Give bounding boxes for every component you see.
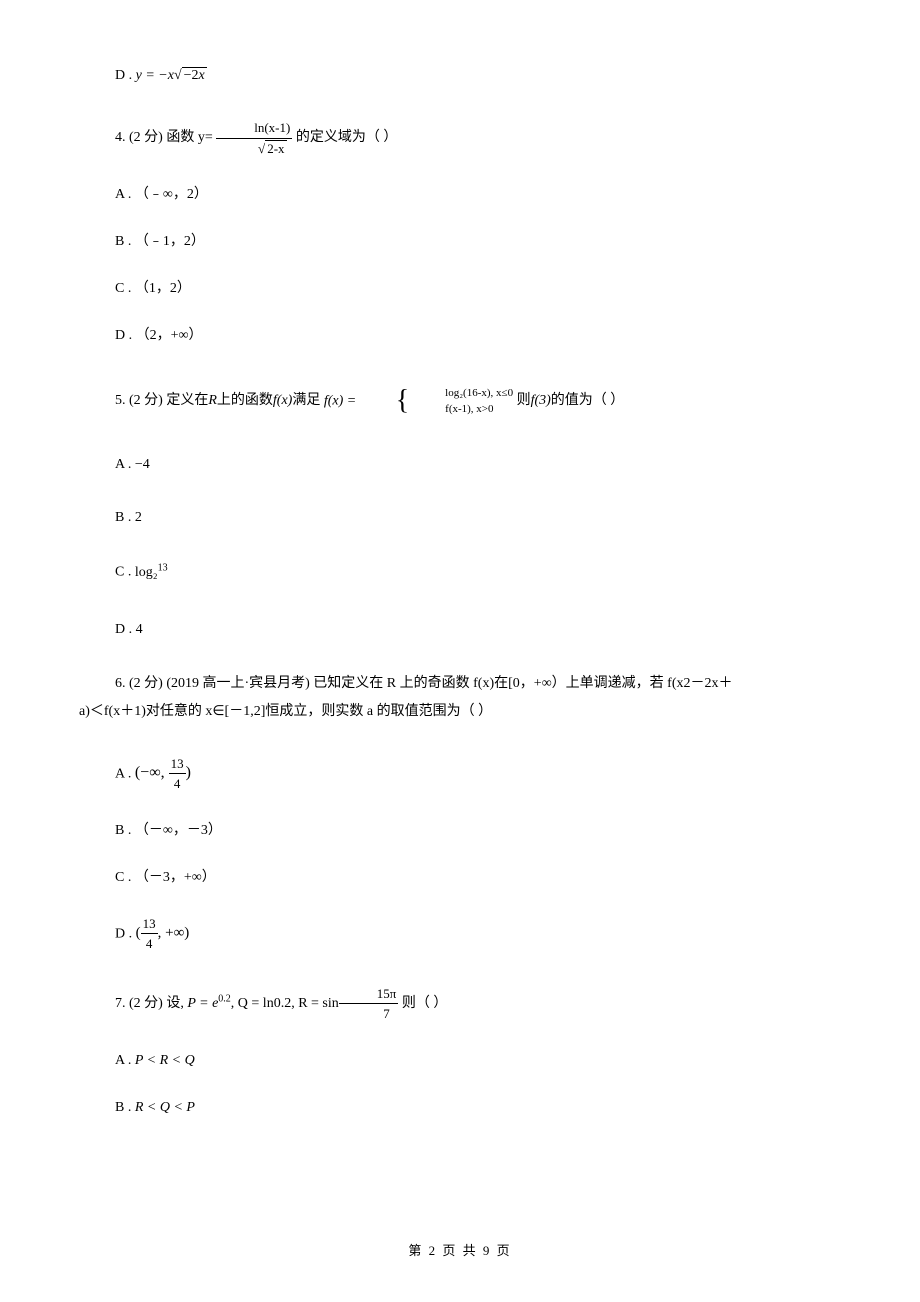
- q4-prefix: 4. (2 分) 函数 y=: [115, 130, 216, 145]
- opt-val: 4: [136, 622, 143, 637]
- opt-math: (−∞, 134): [135, 764, 191, 781]
- q5-option-a: A . −4: [115, 454, 841, 475]
- opt-prefix: A .: [115, 1053, 135, 1068]
- q6-line2: a)＜f(x＋1)对任意的 x∈[－1,2]恒成立，则实数 a 的取值范围为（ …: [79, 704, 492, 719]
- piece2: f(x-1), x>0: [409, 401, 513, 418]
- frac-num: ln(x-1): [216, 118, 292, 139]
- q7-suffix: 则（ ）: [402, 996, 448, 1011]
- option-label: D .: [115, 68, 136, 83]
- q5-option-d: D . 4: [115, 619, 841, 640]
- q7-math: P = e0.2, Q = ln0.2, R = sin15π7: [187, 996, 402, 1011]
- piece1: log₂(16-x), x≤0: [409, 385, 513, 402]
- q5-b: R: [208, 393, 217, 408]
- q4-option-a: A . （﹣∞，2）: [115, 184, 841, 205]
- opt-prefix: A .: [115, 766, 135, 781]
- q3-option-d: D . y = −x√−2x: [115, 65, 841, 86]
- q5-piecewise: log₂(16-x), x≤0 f(x-1), x>0: [409, 385, 513, 418]
- page-footer: 第 2 页 共 9 页: [0, 1241, 920, 1261]
- q7-prefix: 7. (2 分) 设,: [115, 996, 184, 1011]
- q4-stem: 4. (2 分) 函数 y= ln(x-1) √2-x 的定义域为（ ）: [79, 118, 841, 158]
- q5-fx: f(x): [273, 393, 292, 408]
- q6-stem: 6. (2 分) (2019 高一上·宾县月考) 已知定义在 R 上的奇函数 f…: [79, 670, 841, 726]
- frac-den: √2-x: [216, 139, 292, 159]
- opt-prefix: C .: [115, 565, 135, 580]
- q6-option-b: B . （－∞，－3）: [115, 820, 841, 841]
- q5-c: 上的函数: [217, 393, 273, 408]
- q5-e: 则: [517, 393, 531, 408]
- q7-stem: 7. (2 分) 设, P = e0.2, Q = ln0.2, R = sin…: [79, 984, 841, 1024]
- q5-piece-lhs: f(x) =: [324, 394, 360, 409]
- opt-math: (134, +∞): [136, 925, 190, 941]
- q5-option-b: B . 2: [115, 507, 841, 528]
- q6-option-a: A . (−∞, 134): [115, 754, 841, 794]
- opt-val: log₂13: [135, 565, 168, 580]
- opt-val: P < R < Q: [135, 1053, 195, 1068]
- q5-f: 的值为（ ）: [551, 393, 625, 408]
- opt-prefix: D .: [115, 926, 136, 941]
- opt-prefix: B .: [115, 1100, 135, 1115]
- opt-prefix: B .: [115, 510, 135, 525]
- q5-a: 5. (2 分) 定义在: [115, 393, 208, 408]
- q4-fraction: ln(x-1) √2-x: [216, 118, 292, 158]
- math-expr: y = −x√−2x: [136, 67, 207, 83]
- opt-prefix: A .: [115, 457, 135, 472]
- q5-f3: f(3): [531, 393, 551, 408]
- opt-prefix: D .: [115, 622, 136, 637]
- q5-d: 满足: [292, 393, 320, 408]
- q4-option-b: B . （﹣1，2）: [115, 231, 841, 252]
- q4-suffix: 的定义域为（ ）: [296, 130, 398, 145]
- q4-option-d: D . （2，+∞）: [115, 325, 841, 346]
- q5-option-c: C . log₂13: [115, 560, 841, 583]
- q7-option-a: A . P < R < Q: [115, 1050, 841, 1071]
- q4-option-c: C . （1，2）: [115, 278, 841, 299]
- q6-option-d: D . (134, +∞): [115, 914, 841, 954]
- q6-option-c: C . （－3，+∞）: [115, 867, 841, 888]
- q6-line1: 6. (2 分) (2019 高一上·宾县月考) 已知定义在 R 上的奇函数 f…: [115, 676, 733, 691]
- q5-stem: 5. (2 分) 定义在R上的函数f(x)满足 f(x) = { log₂(16…: [79, 380, 841, 422]
- opt-val: R < Q < P: [135, 1100, 195, 1115]
- opt-val: −4: [135, 457, 150, 472]
- brace-icon: {: [360, 380, 409, 422]
- q7-option-b: B . R < Q < P: [115, 1097, 841, 1118]
- opt-val: 2: [135, 510, 142, 525]
